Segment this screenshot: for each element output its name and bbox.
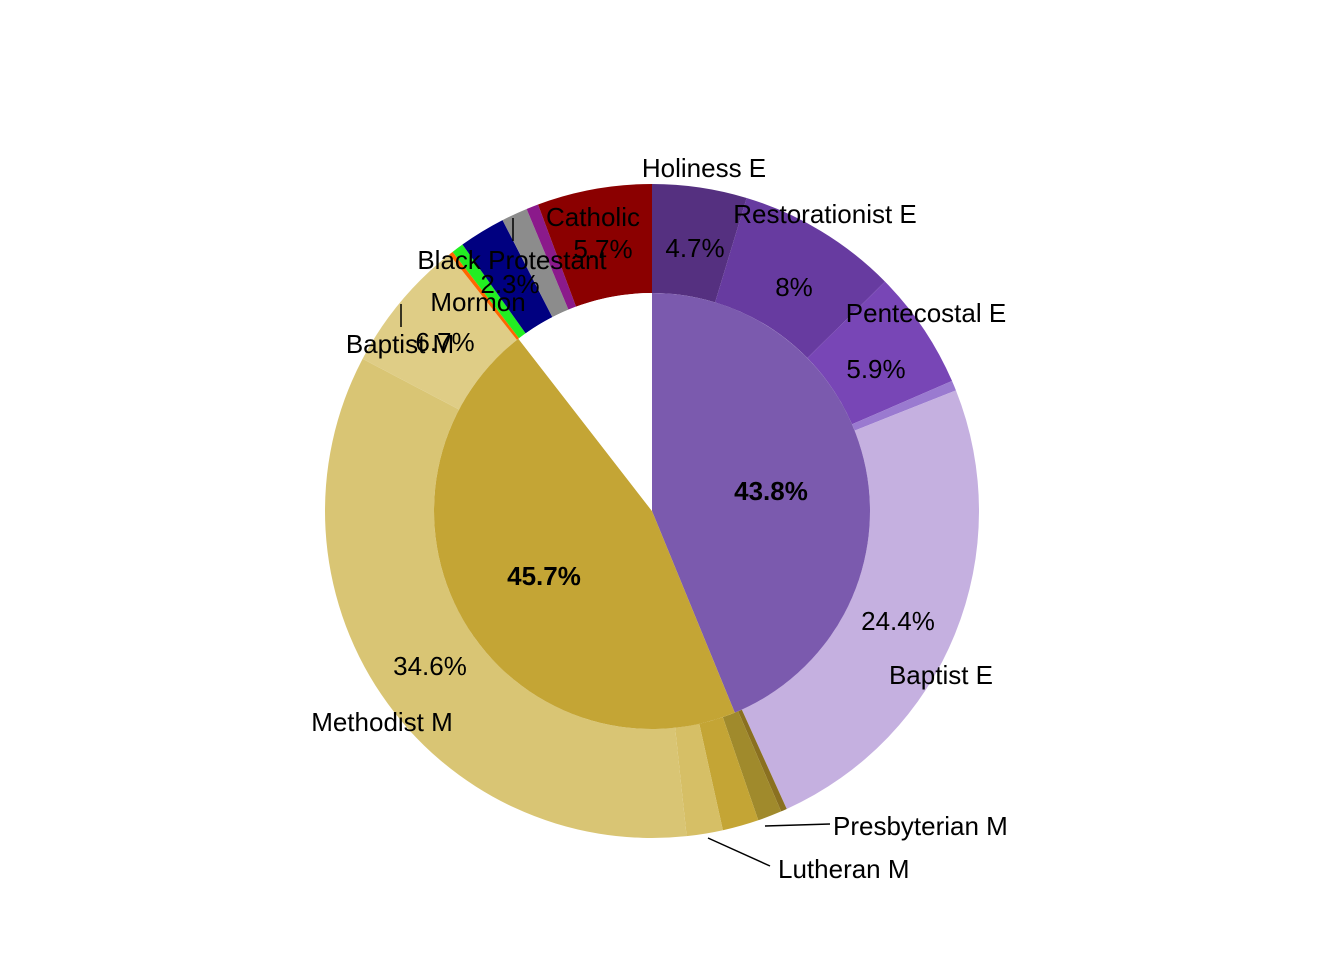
inner-label-evangelical: 43.8% xyxy=(734,476,808,506)
inner-label-mainline: 45.7% xyxy=(507,561,581,591)
outer-slice-baptist-m xyxy=(362,254,517,410)
pct-catholic: 5.7% xyxy=(573,234,632,264)
label-baptist-e: Baptist E xyxy=(889,660,993,690)
outer-slice-segment-14 xyxy=(502,208,569,318)
outer-slice-segment-11 xyxy=(449,251,520,340)
pct-baptist-e: 24.4% xyxy=(861,606,935,636)
label-lutheran-m: Lutheran M xyxy=(778,854,910,884)
pct-restorationist-e: 8% xyxy=(775,272,813,302)
inner-ring xyxy=(434,293,870,729)
outer-slice-black-protestant xyxy=(462,220,553,334)
leader-presbyterian-m xyxy=(764,823,831,827)
outer-slice-segment-15 xyxy=(526,204,577,310)
label-mormon: Mormon xyxy=(430,287,525,317)
outer-slice-segment-8 xyxy=(675,723,723,837)
label-black-protestant: Black Protestant xyxy=(417,245,607,275)
leader-lutheran-m xyxy=(707,837,771,867)
pct-methodist-m: 34.6% xyxy=(393,651,467,681)
outer-ring xyxy=(324,184,979,838)
label-presbyterian-m: Presbyterian M xyxy=(833,811,1008,841)
inner-slice-mainline xyxy=(434,338,735,729)
outer-slice-restorationist-e xyxy=(715,197,886,359)
pct-holiness-e: 4.7% xyxy=(665,233,724,263)
inner-slice-evangelical xyxy=(652,293,870,713)
pct-black-protestant: 2.3% xyxy=(480,269,539,299)
outer-slice-lutheran-m xyxy=(699,717,759,831)
outer-slice-segment-3 xyxy=(852,380,956,431)
outer-slice-baptist-e xyxy=(741,390,979,809)
pct-baptist-m: 6.7% xyxy=(415,327,474,357)
label-baptist-m: Baptist M xyxy=(346,329,454,359)
label-holiness-e: Holiness E xyxy=(642,153,766,183)
outer-slice-catholic xyxy=(538,184,652,307)
leader-lines xyxy=(400,218,831,867)
outer-slice-pentecostal-e xyxy=(807,281,953,425)
inner-slice-other xyxy=(518,293,652,511)
label-restorationist-e: Restorationist E xyxy=(733,199,917,229)
label-pentecostal-e: Pentecostal E xyxy=(846,298,1006,328)
label-catholic: Catholic xyxy=(546,202,640,232)
outer-slice-segment-5 xyxy=(738,709,787,812)
pct-pentecostal-e: 5.9% xyxy=(846,354,905,384)
outer-slice-presbyterian-m xyxy=(722,711,782,821)
outer-slice-methodist-m xyxy=(324,358,687,838)
outer-slice-mormon xyxy=(452,244,526,339)
label-methodist-m: Methodist M xyxy=(311,707,453,737)
outer-slice-holiness-e xyxy=(652,184,747,303)
